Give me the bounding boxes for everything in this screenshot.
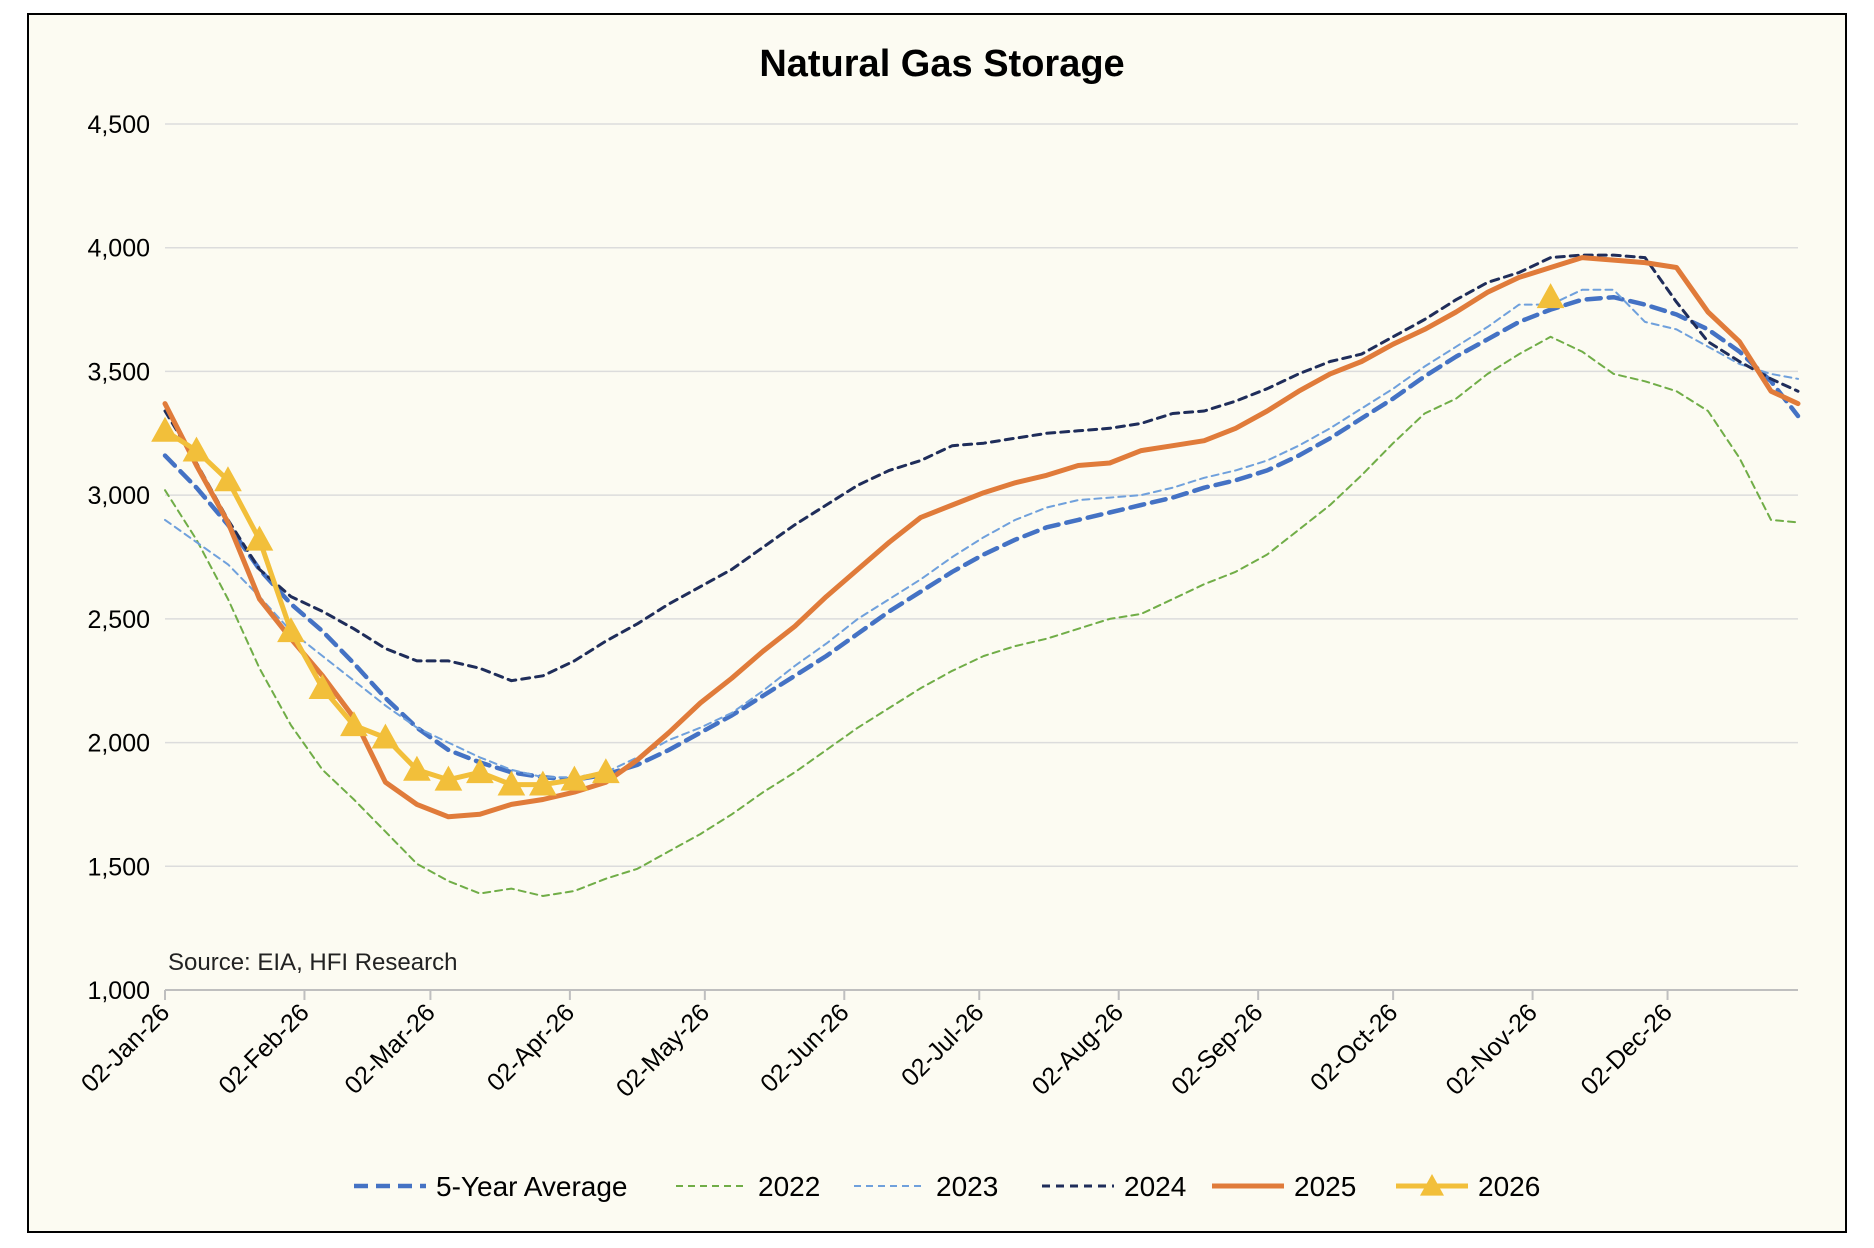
legend-label: 2023 [936, 1171, 998, 1202]
source-note: Source: EIA, HFI Research [168, 949, 457, 976]
legend-item: 5-Year Average [354, 1171, 628, 1202]
data-point-marker [403, 755, 431, 781]
data-point-marker [245, 525, 274, 551]
data-point-marker [340, 711, 368, 737]
y-tick-label: 2,500 [87, 606, 150, 634]
legend-label: 2025 [1294, 1171, 1356, 1202]
data-point-marker [151, 416, 179, 442]
series-line-2022 [164, 335, 1799, 897]
legend: 5-Year Average 2022 2023 2024 2025 2026 [354, 1171, 1540, 1202]
series-line-5-year-average [162, 294, 1801, 782]
data-point-marker [182, 436, 211, 462]
series-line-2023 [164, 288, 1799, 779]
data-point-marker [434, 765, 463, 791]
legend-marker [1420, 1174, 1444, 1196]
legend-item: 2026 [1396, 1171, 1540, 1202]
data-point-marker [466, 758, 494, 784]
data-point-marker [277, 617, 305, 643]
chart-background [27, 13, 1847, 1233]
data-point-marker [1536, 283, 1565, 309]
y-tick-label: 3,500 [87, 358, 150, 386]
data-point-marker [592, 758, 620, 784]
y-tick-label: 3,000 [87, 482, 150, 510]
legend-item: 2022 [676, 1171, 820, 1202]
data-point-marker [371, 723, 400, 749]
legend-label: 2024 [1124, 1171, 1186, 1202]
legend-item: 2025 [1212, 1171, 1356, 1202]
y-tick-label: 1,500 [87, 853, 150, 881]
legend-label: 2022 [758, 1171, 820, 1202]
chart-title: Natural Gas Storage [759, 43, 1124, 85]
y-tick-label: 2,000 [87, 730, 150, 758]
y-tick-label: 4,000 [87, 235, 150, 263]
legend-label: 5-Year Average [436, 1171, 628, 1202]
series-lines [151, 253, 1801, 897]
data-point-marker [214, 466, 242, 492]
series-line-2025 [162, 255, 1801, 820]
data-point-marker [308, 674, 337, 700]
legend-item: 2023 [854, 1171, 998, 1202]
series-line-2024 [163, 253, 1800, 683]
y-tick-label: 4,500 [87, 111, 150, 139]
data-point-marker [497, 770, 526, 796]
y-axis-ticks: 1,000 1,500 2,000 2,500 3,000 3,500 4,000 4,500 [87, 111, 150, 1005]
legend-item: 2024 [1042, 1171, 1186, 1202]
legend-label: 2026 [1478, 1171, 1540, 1202]
data-point-marker [560, 765, 589, 791]
data-point-marker [529, 770, 557, 796]
y-tick-label: 1,000 [87, 977, 150, 1005]
